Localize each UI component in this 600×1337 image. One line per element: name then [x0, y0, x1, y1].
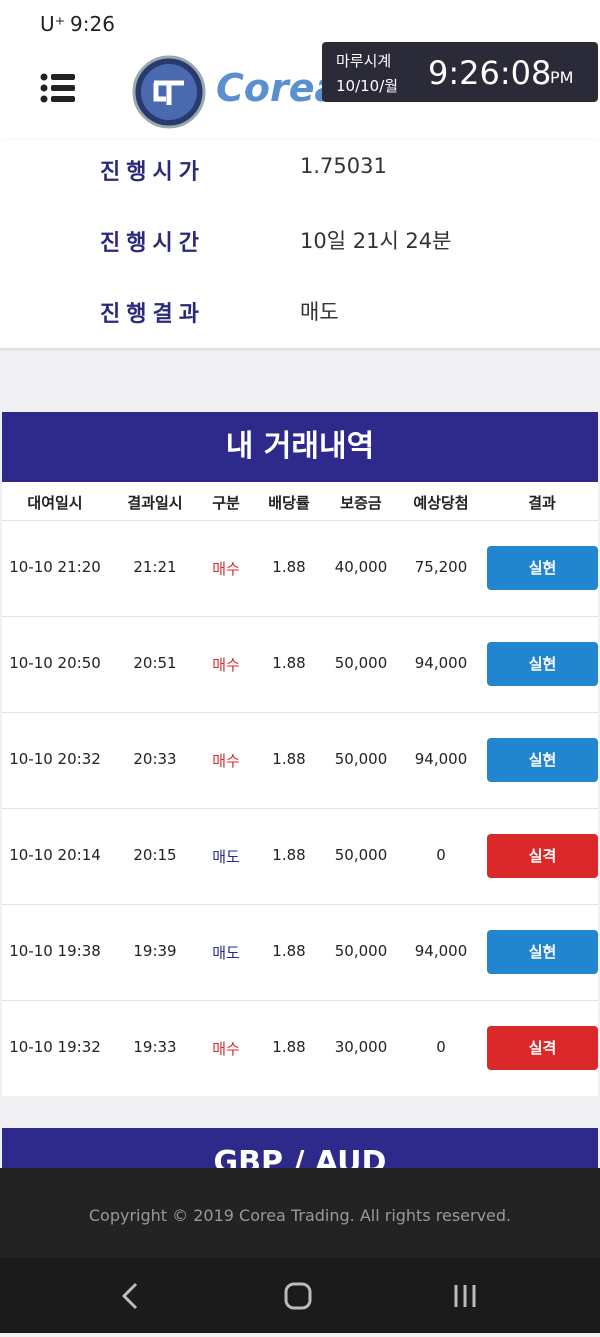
cell-kind: 매수 [212, 1040, 240, 1058]
menu-button[interactable] [40, 73, 76, 103]
cell-rent-time: 10-10 20:32 [9, 750, 101, 768]
result-button[interactable]: 실격 [487, 834, 598, 878]
cell-deposit: 50,000 [334, 942, 388, 960]
cell-rate: 1.88 [272, 558, 306, 576]
logo-icon [132, 55, 206, 129]
column-header: 예상당첨 [413, 494, 469, 512]
cell-rate: 1.88 [272, 1038, 306, 1056]
cell-kind: 매수 [212, 656, 240, 674]
clock-time: 9:26:08 [428, 54, 552, 92]
column-header: 결과일시 [127, 494, 183, 512]
clock-overlay: 마루시계 10/10/월 9:26:08 PM [322, 42, 598, 102]
clock-name: 마루시계 [336, 52, 392, 70]
cell-rent-time: 10-10 19:32 [9, 1038, 101, 1056]
result-button[interactable]: 실현 [487, 930, 598, 974]
cell-rent-time: 10-10 21:20 [9, 558, 101, 576]
clock-date: 10/10/월 [336, 77, 399, 95]
cell-result-time: 19:39 [133, 942, 177, 960]
cell-deposit: 40,000 [334, 558, 388, 576]
clock-ampm: PM [550, 68, 574, 87]
cell-deposit: 50,000 [334, 654, 388, 672]
result-button[interactable]: 실현 [487, 642, 598, 686]
cell-expected: 75,200 [414, 558, 468, 576]
row-divider [2, 808, 598, 809]
cell-expected: 0 [436, 1038, 446, 1056]
info-label: 진행시간 [100, 231, 205, 256]
section-title: 내 거래내역 [2, 412, 598, 482]
cell-expected: 94,000 [414, 654, 468, 672]
cell-rent-time: 10-10 20:14 [9, 846, 101, 864]
info-label: 진행시가 [100, 160, 205, 185]
cell-result-time: 21:21 [133, 558, 177, 576]
row-divider [2, 712, 598, 713]
info-value: 10일 21시 24분 [300, 229, 452, 253]
column-header: 구분 [212, 494, 240, 512]
cell-expected: 94,000 [414, 750, 468, 768]
recents-button[interactable] [454, 1285, 476, 1307]
result-button[interactable]: 실격 [487, 1026, 598, 1070]
result-button[interactable]: 실현 [487, 546, 598, 590]
logo-text: Corea [216, 66, 341, 110]
info-value: 1.75031 [300, 154, 387, 178]
column-header: 대여일시 [27, 494, 83, 512]
row-divider [2, 616, 598, 617]
row-divider [2, 520, 598, 521]
nav-bar [0, 1258, 600, 1333]
cell-rate: 1.88 [272, 846, 306, 864]
info-value: 매도 [300, 300, 339, 324]
status-time: 9:26 [70, 12, 115, 36]
row-divider [2, 1000, 598, 1001]
cell-result-time: 20:15 [133, 846, 177, 864]
cell-kind: 매도 [212, 848, 240, 866]
nav-icons [121, 1282, 476, 1310]
cell-expected: 0 [436, 846, 446, 864]
cell-deposit: 50,000 [334, 846, 388, 864]
cell-expected: 94,000 [414, 942, 468, 960]
cell-deposit: 30,000 [334, 1038, 388, 1056]
info-label: 진행결과 [100, 302, 205, 327]
cell-result-time: 20:51 [133, 654, 177, 672]
home-button[interactable] [284, 1282, 312, 1310]
next-section: GBP / AUD [2, 1128, 598, 1168]
row-divider [2, 904, 598, 905]
cell-rate: 1.88 [272, 654, 306, 672]
cell-rent-time: 10-10 20:50 [9, 654, 101, 672]
result-button[interactable]: 실현 [487, 738, 598, 782]
cell-deposit: 50,000 [334, 750, 388, 768]
carrier: U⁺ [40, 12, 66, 36]
history-table: 대여일시 결과일시 구분 배당률 보증금 예상당첨 결과 10-10 21:20 21:21 매수… [2, 482, 598, 1096]
column-header: 보증금 [340, 494, 382, 512]
column-header: 결과 [528, 494, 556, 512]
back-button[interactable] [121, 1282, 138, 1310]
cell-rent-time: 10-10 19:38 [9, 942, 101, 960]
cell-kind: 매수 [212, 752, 240, 770]
cell-kind: 매수 [212, 560, 240, 578]
footer: Copyright © 2019 Corea Trading. All righ… [0, 1168, 600, 1258]
column-header: 배당률 [268, 494, 310, 512]
cell-result-time: 19:33 [133, 1038, 177, 1056]
cell-kind: 매도 [212, 944, 240, 962]
cell-rate: 1.88 [272, 750, 306, 768]
next-section-title: GBP / AUD [213, 1145, 387, 1168]
cell-result-time: 20:33 [133, 750, 177, 768]
cell-rate: 1.88 [272, 942, 306, 960]
